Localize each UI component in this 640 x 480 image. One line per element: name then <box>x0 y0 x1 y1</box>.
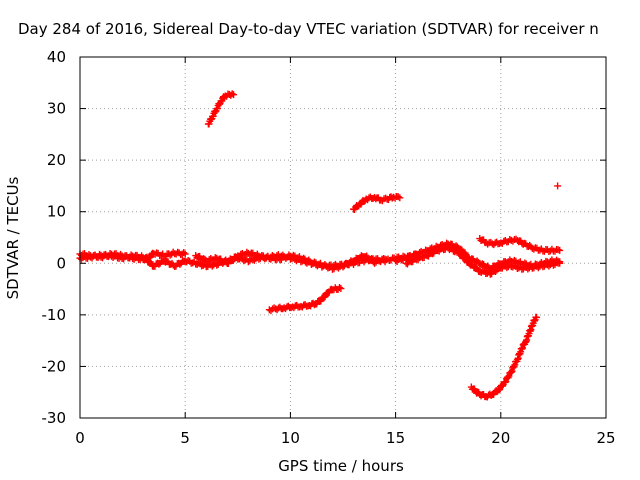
x-tick-label: 25 <box>596 429 615 447</box>
data-point <box>337 285 345 293</box>
data-point <box>228 90 236 98</box>
y-tick-label: 40 <box>47 48 66 66</box>
data-point <box>141 254 149 262</box>
data-point <box>265 306 273 314</box>
y-tick-label: -20 <box>42 357 67 375</box>
data-point <box>519 344 527 352</box>
y-tick-label: 20 <box>47 151 66 169</box>
x-tick-label: 20 <box>491 429 510 447</box>
chart-title: Day 284 of 2016, Sidereal Day-to-day VTE… <box>18 20 599 38</box>
data-point <box>457 250 465 258</box>
data-point <box>508 367 516 375</box>
x-tick-label: 5 <box>180 429 190 447</box>
data-point <box>511 361 519 369</box>
data-point <box>180 249 188 257</box>
data-point <box>554 182 562 190</box>
data-point <box>556 259 564 267</box>
data-point <box>507 236 515 244</box>
data-point <box>176 260 184 268</box>
y-axis-label: SDTVAR / TECUs <box>4 176 22 299</box>
axis-ticks: 0 5 10 15 20 25 -30 -20 -10 0 10 20 30 40 <box>42 48 616 447</box>
x-tick-label: 15 <box>386 429 405 447</box>
data-point <box>507 368 515 376</box>
y-tick-label: 0 <box>56 254 66 272</box>
data-point <box>320 293 328 301</box>
data-points <box>76 90 564 401</box>
grid <box>80 57 606 418</box>
data-point <box>394 193 402 201</box>
data-point <box>502 378 510 386</box>
y-tick-label: -10 <box>42 306 67 324</box>
data-point <box>556 246 564 254</box>
y-tick-label: 30 <box>47 100 66 118</box>
y-tick-label: 10 <box>47 203 66 221</box>
x-axis-label: GPS time / hours <box>278 457 404 475</box>
data-point <box>518 345 526 353</box>
data-point <box>498 382 506 390</box>
x-tick-label: 10 <box>281 429 300 447</box>
data-point <box>501 378 509 386</box>
data-point <box>396 194 404 202</box>
data-point <box>533 313 541 321</box>
data-point <box>228 257 236 265</box>
plot-frame <box>79 56 607 419</box>
data-point <box>381 255 389 263</box>
data-point <box>492 268 500 276</box>
data-point <box>230 91 238 99</box>
data-point <box>181 250 189 258</box>
x-tick-label: 0 <box>75 429 85 447</box>
y-tick-label: -30 <box>42 409 67 427</box>
data-point <box>335 284 343 292</box>
